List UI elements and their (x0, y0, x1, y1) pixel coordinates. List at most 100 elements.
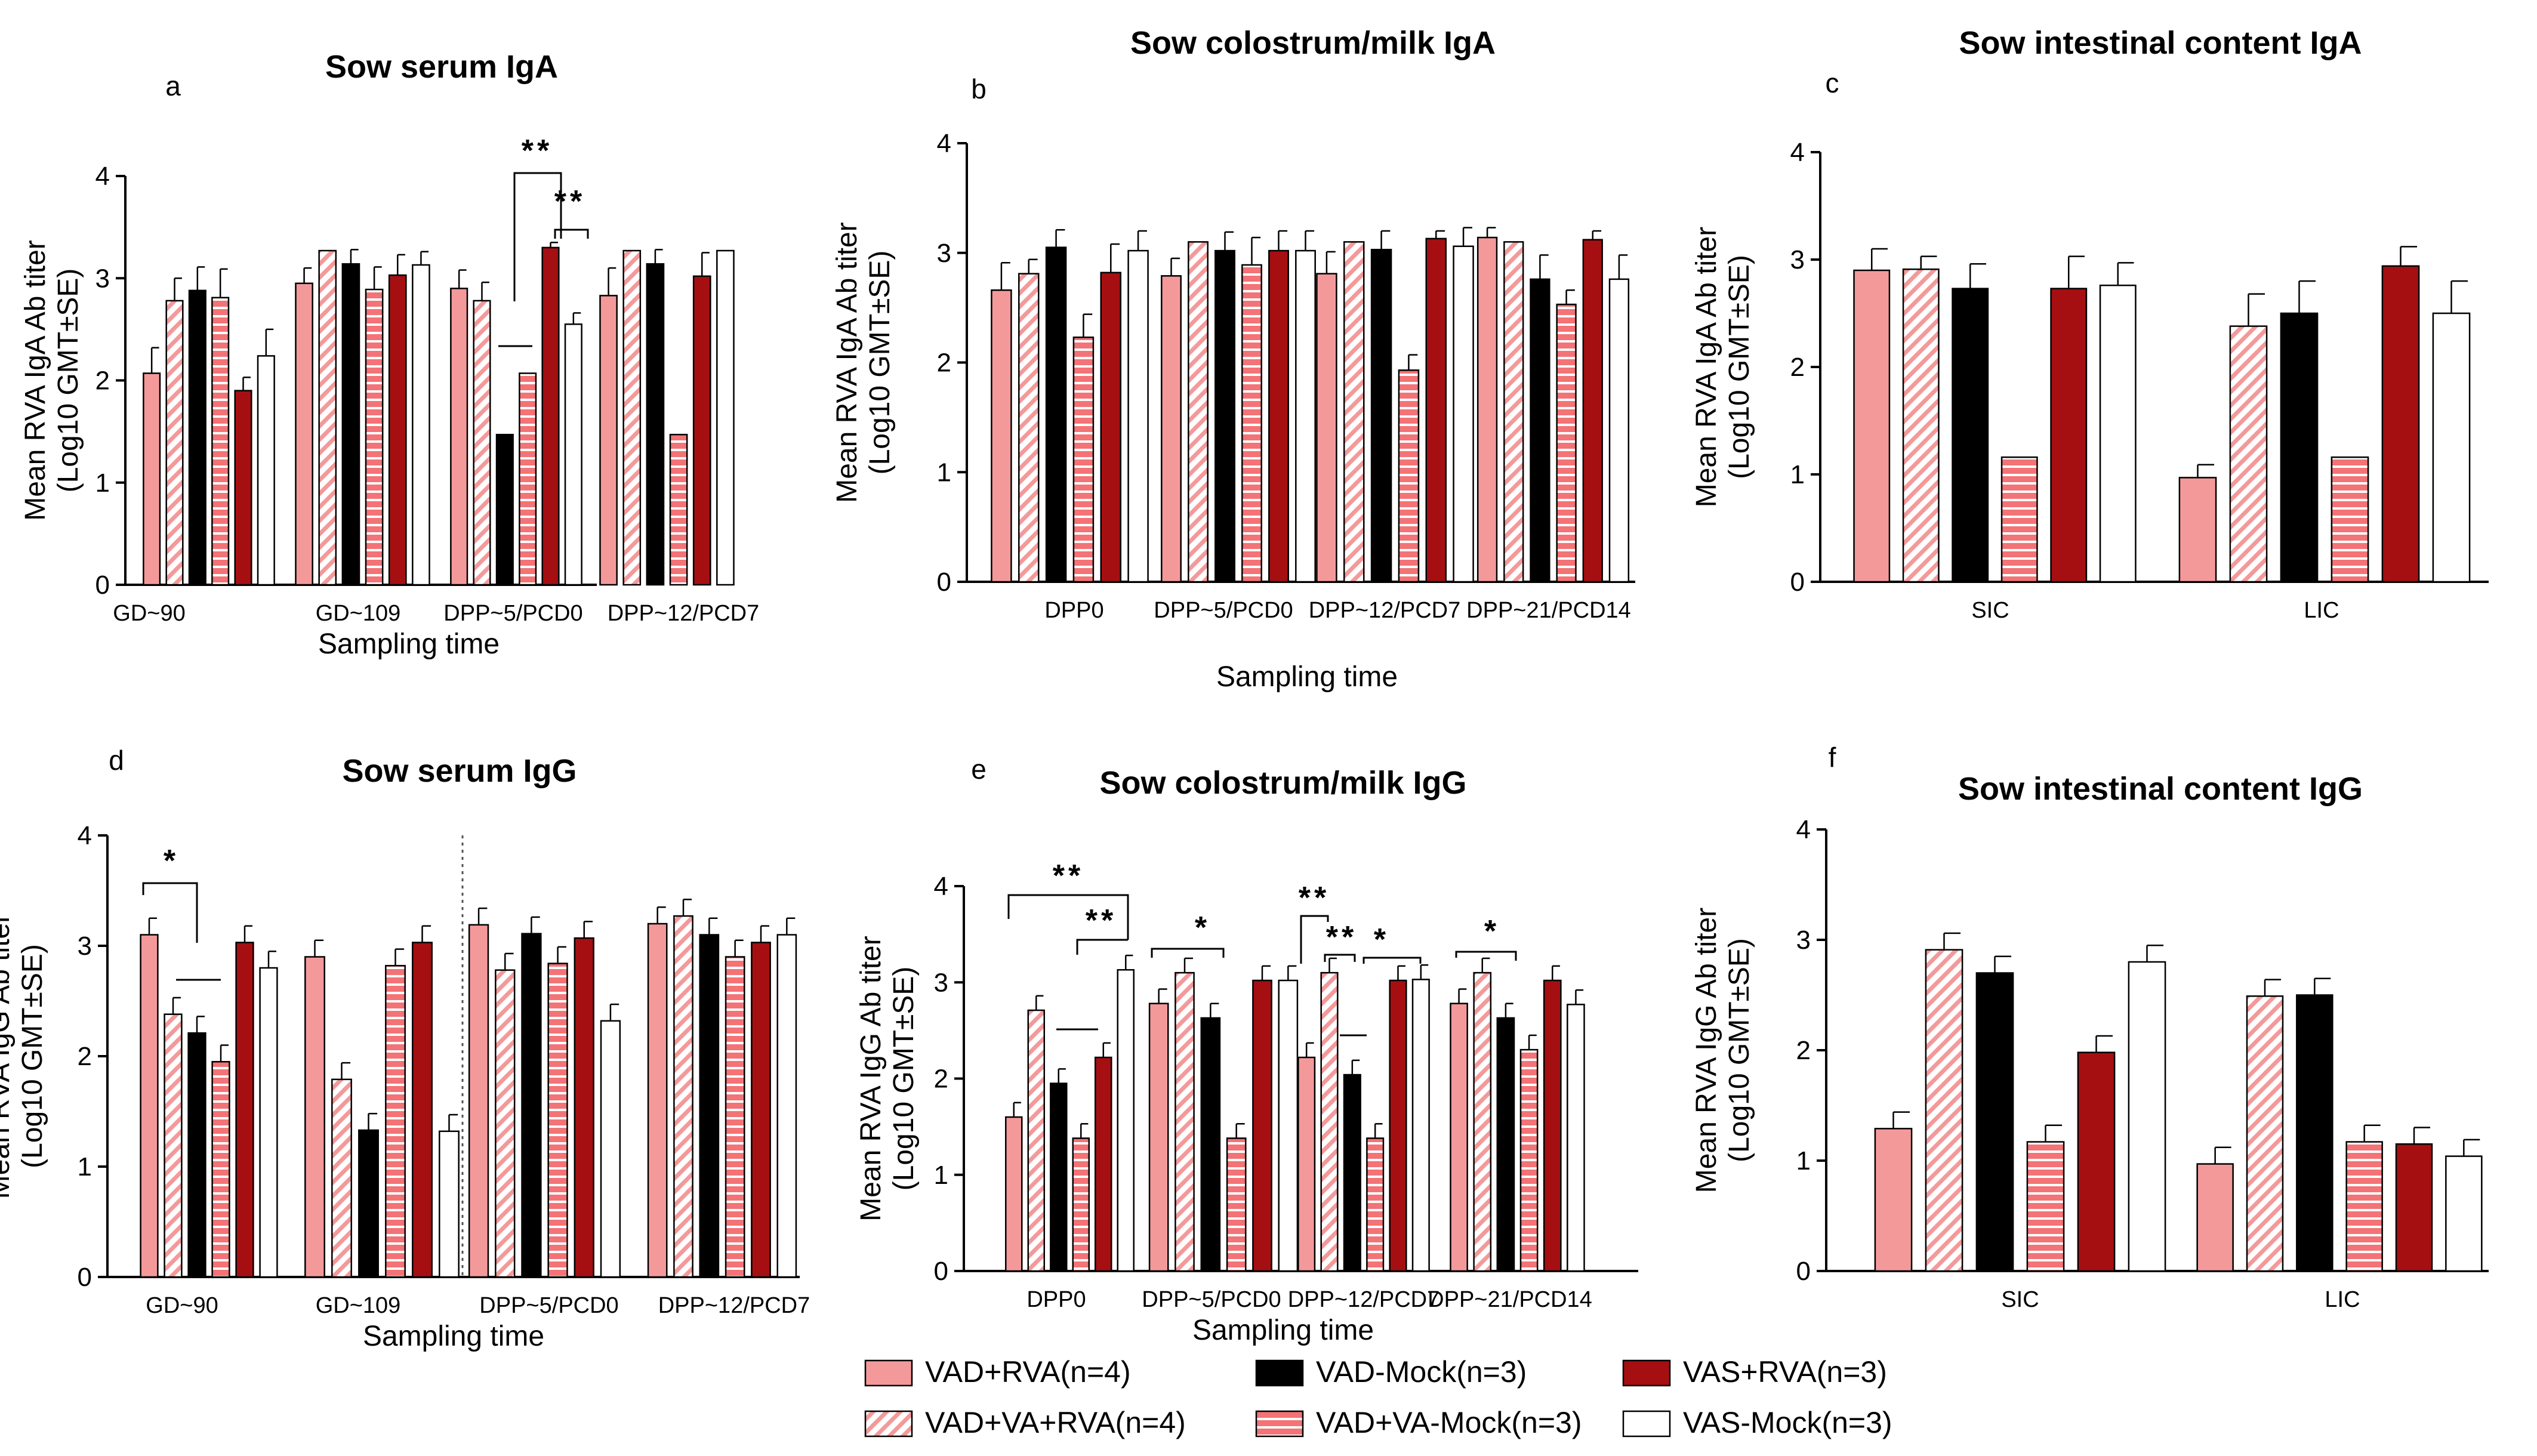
legend-swatch (1255, 1359, 1304, 1387)
bar (211, 297, 230, 586)
x-tick-label: LIC (2325, 1287, 2360, 1312)
panel-letter: c (1826, 67, 1839, 98)
significance-star: * (1484, 914, 1500, 949)
bar (304, 956, 325, 1278)
bar (495, 969, 516, 1278)
bar (2196, 1163, 2234, 1272)
significance-bracket (1455, 951, 1517, 961)
x-tick-label: DPP0 (1044, 598, 1103, 623)
bar (2395, 1143, 2433, 1272)
y-tick-label: 2 (937, 348, 951, 378)
bar (1200, 1017, 1221, 1272)
bar (1450, 1002, 1468, 1272)
y-tick-label: 3 (937, 239, 951, 268)
bar (541, 246, 560, 586)
bar (2345, 1141, 2383, 1272)
bar (1100, 272, 1121, 583)
bar (521, 933, 542, 1278)
legend-swatch (864, 1410, 913, 1438)
bar (1543, 979, 1562, 1272)
significance-bracket (1362, 957, 1422, 964)
bar (1148, 1002, 1169, 1272)
bar (164, 1013, 183, 1278)
panel-a: Sow serum IgA a 0 1 2 3 4 GD~90 GD~109 DPP~5/PC… (20, 49, 759, 660)
x-tick-label: SIC (2001, 1287, 2039, 1312)
bar (235, 942, 254, 1278)
x-tick-label: GD~109 (316, 601, 401, 626)
significance-star: ** (1053, 859, 1084, 893)
bar (1214, 249, 1235, 583)
bar (2128, 961, 2166, 1272)
plot-area: 0 1 2 3 4 SIC LIC Mean RVA IgA Ab titer (Log10 G… (1691, 138, 2489, 623)
bar (341, 263, 360, 586)
bar (1567, 1004, 1585, 1272)
bar (1556, 303, 1577, 583)
panel-f: Sow intestinal content IgG f 0 1 2 3 4 SIC LIC… (1691, 742, 2489, 1312)
bar (257, 355, 275, 586)
panel-title: Sow intestinal content IgG (1958, 771, 2363, 807)
panel-letter: e (971, 754, 987, 785)
y-tick-label: 1 (95, 468, 110, 498)
bar (1226, 1137, 1247, 1272)
bar (2246, 995, 2284, 1272)
bar (2296, 994, 2333, 1272)
bar (1268, 249, 1289, 583)
x-tick-label: DPP~5/PCD0 (443, 601, 582, 626)
y-axis-label: Mean RVA IgG Ab titer (1691, 908, 1722, 1193)
legend: VAD+RVA(n=4) VAD+VA+RVA(n=4) VAD-Mock(n=3)… (864, 1355, 1892, 1439)
x-tick-label: DPP~12/PCD7 (658, 1293, 810, 1318)
y-axis-label: Mean RVA IgG Ab titer (0, 914, 16, 1199)
bar (2077, 1051, 2116, 1272)
panel-title: Sow serum IgA (325, 49, 558, 85)
bar (1027, 1009, 1045, 1272)
significance-star: * (164, 844, 179, 878)
bar (365, 288, 384, 586)
bar (1188, 241, 1209, 583)
bar (1425, 237, 1447, 583)
bar (1343, 1074, 1361, 1272)
x-axis-label: Sampling time (1192, 1315, 1374, 1346)
bar (388, 274, 407, 586)
bar (2280, 312, 2319, 583)
significance-star: ** (522, 134, 553, 168)
legend-label: VAD-Mock(n=3) (1316, 1355, 1527, 1389)
bar (2432, 312, 2471, 583)
bar (1370, 248, 1392, 583)
y-tick-label: 0 (937, 567, 951, 597)
bar (716, 249, 735, 586)
y-tick-label: 3 (1796, 926, 1811, 955)
x-tick-label: SIC (1971, 598, 2009, 623)
bar (2229, 325, 2268, 583)
legend-swatch (1622, 1359, 1671, 1387)
significance-star: * (1195, 911, 1210, 945)
bar (211, 1061, 230, 1278)
panel-title: Sow colostrum/milk IgG (1099, 765, 1466, 801)
bar (1117, 969, 1135, 1272)
panel-letter: f (1829, 742, 1836, 773)
panel-title: Sow serum IgG (342, 753, 577, 789)
bar (1018, 273, 1040, 583)
bar (188, 289, 206, 586)
panel-e: Sow colostrum/milk IgG e 0 1 2 3 4 DPP0 DPP~5/… (855, 754, 1638, 1346)
bar (1127, 249, 1149, 583)
y-tick-label: 4 (1796, 815, 1811, 844)
bar (1320, 971, 1339, 1272)
y-tick-label: 0 (78, 1263, 92, 1292)
bar (295, 282, 313, 586)
bar (1278, 979, 1299, 1272)
significance-bracket (1076, 939, 1128, 955)
legend-swatch (1622, 1410, 1671, 1438)
bar (412, 942, 433, 1278)
bar (259, 967, 278, 1278)
bar (1582, 239, 1603, 583)
bar (1045, 246, 1067, 583)
y-tick-label: 3 (95, 264, 110, 293)
y-axis-label: (Log10 GMT±SE) (888, 967, 920, 1191)
bar (439, 1130, 460, 1278)
plot-area: 0 1 2 3 4 GD~90 GD~109 DPP~5/PCD0 DPP~12/PCD7 Mea… (20, 162, 759, 660)
bar (1005, 1116, 1023, 1272)
y-tick-label: 1 (78, 1152, 92, 1182)
panel-title: Sow intestinal content IgA (1959, 25, 2362, 61)
x-tick-label: GD~90 (113, 601, 185, 626)
